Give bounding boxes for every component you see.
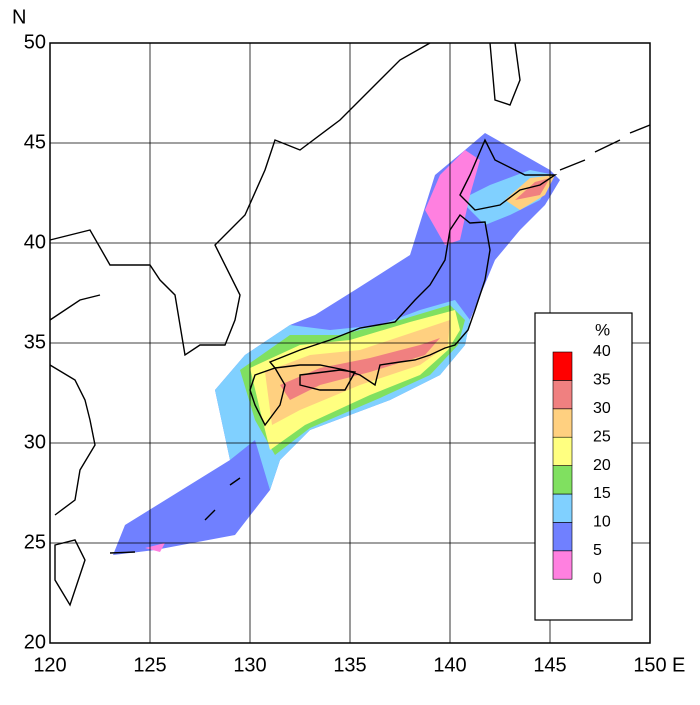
legend-level-label: 5 [593,542,602,559]
legend-swatch [552,351,573,381]
taiwan [54,539,86,607]
region-0-5-south [145,543,165,552]
x-tick-label: 140 [433,654,466,676]
kyushu [249,367,286,427]
legend: % 0 5 10 15 20 25 30 35 40 [534,312,633,621]
legend-swatch [552,408,573,438]
legend-title: % [595,320,610,339]
legend-box [534,312,633,621]
frame [49,42,651,644]
y-tick-label: 20 [24,631,46,653]
legend-level-label: 40 [593,343,611,360]
x-axis-label: E [672,654,685,676]
legend-swatch [552,522,573,552]
x-tick-label: 150 [633,654,666,676]
legend-level-label: 15 [593,485,611,502]
x-tick-label: 145 [533,654,566,676]
shikoku [299,369,357,391]
legend-level-label: 20 [593,457,611,474]
legend-level-label: 25 [593,428,611,445]
legend-level-label: 35 [593,372,611,389]
legend-swatch [552,380,573,410]
kurils [559,124,651,171]
sakhalin [489,42,521,106]
legend-swatch [552,465,573,495]
x-tick-label: 125 [133,654,166,676]
hokkaido [459,138,558,211]
legend-swatch [552,436,573,466]
china-coast [49,294,101,516]
legend-level-label: 0 [593,570,602,587]
y-tick-label: 25 [24,531,46,553]
region-0-5 [425,150,480,245]
x-tick-label: 120 [33,654,66,676]
legend-swatch [552,493,573,523]
y-axis-label: N [12,6,26,28]
region-30-35 [280,338,440,400]
contour-regions [113,133,560,555]
y-tick-label: 50 [24,31,46,53]
x-tick-label: 135 [333,654,366,676]
y-tick-label: 35 [24,331,46,353]
coastlines [49,42,651,607]
legend-level-label: 30 [593,400,611,417]
x-tick-label: 130 [233,654,266,676]
y-tick-label: 40 [24,231,46,253]
y-tick-label: 30 [24,431,46,453]
legend-swatch [552,550,573,580]
ryukyu [109,477,241,554]
y-tick-label: 45 [24,131,46,153]
legend-level-label: 10 [593,514,611,531]
